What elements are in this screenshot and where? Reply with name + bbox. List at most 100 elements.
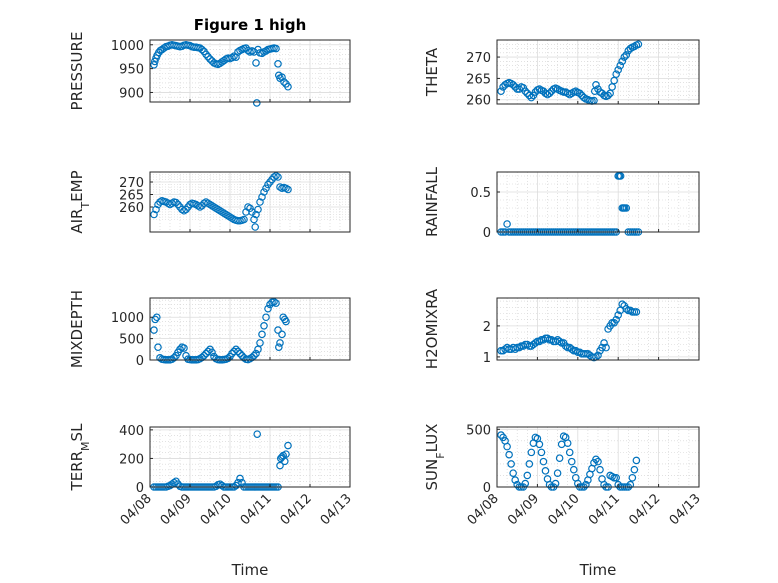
data-point: [594, 457, 602, 466]
data-point: [274, 343, 283, 351]
data-point: [274, 326, 282, 334]
data-point: [198, 353, 206, 362]
y-tick-label: 0: [136, 481, 144, 496]
data-point: [234, 478, 242, 487]
data-point: [594, 351, 602, 360]
data-point: [553, 469, 562, 477]
y-tick-label: 270: [466, 51, 491, 66]
y-axis-label: RAINFALL: [423, 166, 441, 237]
data-point: [236, 349, 244, 358]
data-point: [515, 343, 524, 352]
data-point: [535, 337, 544, 346]
x-tick-label: 04/08: [118, 491, 155, 528]
y-axis-label: THETA: [423, 47, 441, 97]
data-point: [150, 61, 158, 69]
data-point: [525, 91, 534, 100]
data-point: [543, 334, 552, 343]
data-point: [238, 478, 246, 487]
data-point: [527, 93, 536, 102]
y-axis-label: AIRTEMP: [68, 170, 92, 233]
data-point: [628, 473, 637, 482]
data-point: [497, 431, 505, 439]
data-point: [545, 89, 554, 98]
data-series: [497, 300, 641, 362]
data-point: [206, 55, 214, 63]
x-axis-label: Time: [231, 561, 269, 579]
axes-frame: [149, 39, 351, 103]
y-tick-label: 1000: [111, 39, 144, 54]
y-tick-label: 0.5: [470, 186, 491, 201]
data-point: [176, 345, 184, 354]
data-point: [264, 304, 272, 313]
subplot-7: 0 200 400 04/08 04/09 04/10 04/11 04/12 04/13 Tim…: [68, 423, 355, 579]
data-point: [151, 315, 160, 324]
y-tick-label: 0: [483, 226, 491, 241]
chart-title: Figure 1 high: [194, 16, 307, 34]
data-point: [272, 44, 280, 53]
data-point: [262, 184, 270, 193]
data-point: [503, 442, 511, 451]
data-point: [612, 70, 620, 78]
data-point: [258, 49, 266, 58]
data-point: [596, 465, 604, 474]
data-point: [507, 460, 515, 468]
data-point: [150, 326, 158, 334]
data-point: [202, 50, 210, 59]
subplot-2: 260 265 270 THETA: [423, 39, 700, 109]
data-point: [272, 299, 280, 307]
data-point: [620, 53, 629, 61]
data-point: [151, 57, 159, 66]
data-point: [563, 439, 572, 447]
y-tick-label: 900: [119, 86, 144, 101]
data-point: [246, 204, 254, 213]
data-point: [582, 480, 590, 489]
data-point: [630, 465, 639, 474]
y-tick-label: 260: [119, 201, 144, 216]
data-point: [252, 59, 260, 67]
data-point: [224, 354, 232, 363]
data-point: [523, 471, 532, 480]
data-point: [622, 305, 631, 313]
data-point: [160, 44, 168, 52]
data-point: [254, 205, 262, 214]
data-point: [234, 48, 242, 56]
data-point: [618, 57, 627, 66]
data-series: [150, 171, 292, 231]
data-point: [208, 348, 216, 357]
axes-frame: [149, 171, 351, 233]
y-axis-label: MIXDEPTH: [68, 290, 86, 368]
data-point: [511, 345, 519, 353]
data-point: [251, 223, 260, 231]
x-tick-label: 04/12: [278, 491, 315, 528]
data-point: [612, 473, 620, 482]
data-series: [497, 172, 643, 236]
axes-frame: [149, 297, 351, 361]
data-point: [509, 469, 517, 477]
x-tick-label: 04/11: [238, 491, 275, 528]
data-point: [170, 354, 178, 362]
data-point: [612, 315, 620, 324]
subplot-6: 1 2 H2OMIXRA: [423, 288, 700, 369]
data-point: [153, 313, 161, 322]
x-tick-label: 04/12: [626, 491, 663, 528]
data-point: [604, 91, 612, 100]
data-point: [555, 337, 564, 346]
x-tick-label: 04/10: [198, 491, 235, 528]
data-point: [250, 215, 258, 224]
data-point: [525, 460, 534, 468]
data-point: [276, 339, 284, 347]
data-point: [274, 173, 282, 181]
data-point: [232, 345, 240, 354]
data-point: [256, 198, 264, 206]
x-tick-label: 04/09: [158, 491, 195, 528]
data-point: [561, 342, 570, 350]
data-point: [242, 44, 250, 52]
data-point: [614, 66, 623, 74]
subplot-8: 0 500 04/08 04/09 04/10 04/11 04/12 04/13 Time SU…: [423, 423, 704, 579]
data-point: [592, 455, 600, 464]
data-point: [531, 339, 540, 347]
subplot-4: 0 0.5 RAINFALL: [423, 166, 700, 241]
y-tick-label: 270: [119, 176, 144, 191]
data-point: [622, 204, 631, 212]
data-point: [567, 345, 576, 353]
